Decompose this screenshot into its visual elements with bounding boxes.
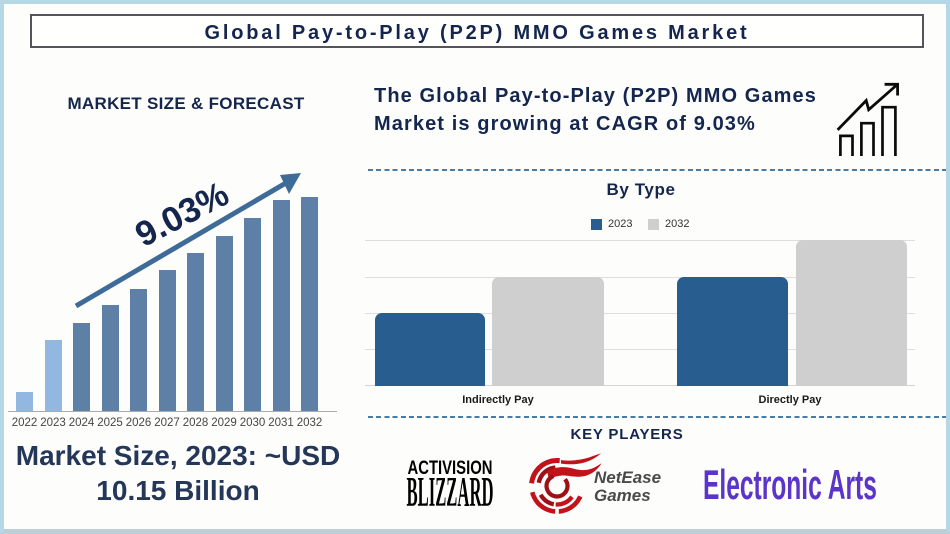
svg-text:BLIZZARD: BLIZZARD: [407, 470, 494, 512]
svg-text:ACTIVISION: ACTIVISION: [408, 460, 493, 479]
